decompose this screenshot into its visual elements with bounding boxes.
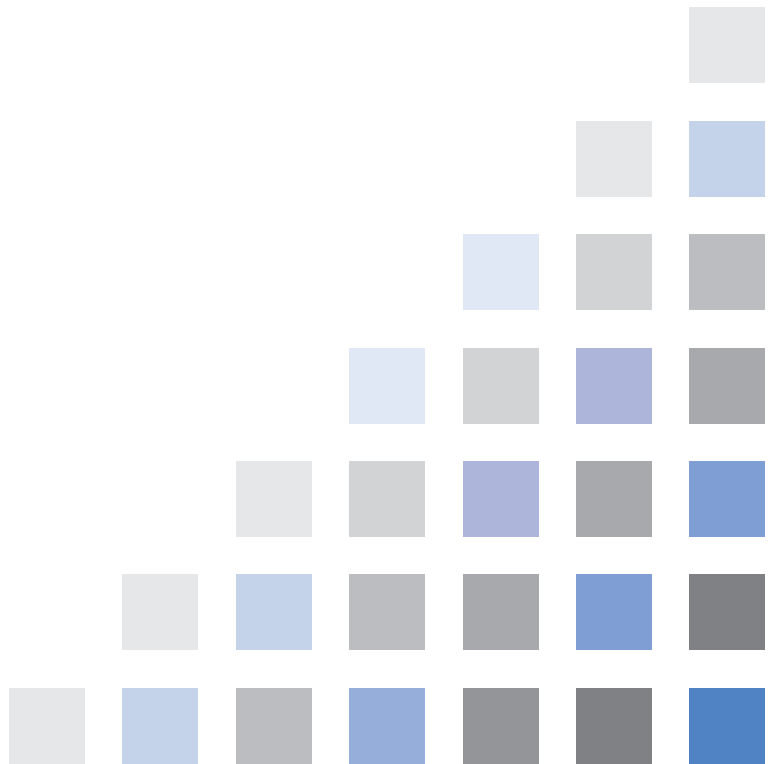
color-tile-light-gray bbox=[122, 574, 198, 650]
color-tile-pale-blue bbox=[463, 234, 539, 310]
color-tile-cornflower bbox=[576, 574, 652, 650]
color-tile-steel-blue bbox=[689, 688, 765, 764]
color-tile-light-gray bbox=[236, 461, 312, 537]
color-tile-charcoal-gray bbox=[689, 574, 765, 650]
color-tile-lavender bbox=[463, 461, 539, 537]
color-tile-gray bbox=[349, 574, 425, 650]
color-tile-dark-silver bbox=[463, 574, 539, 650]
color-tile-lavender bbox=[576, 348, 652, 424]
color-tile-dark-silver bbox=[576, 461, 652, 537]
color-tile-gray bbox=[689, 234, 765, 310]
color-tile-light-gray bbox=[689, 7, 765, 83]
color-tile-silver bbox=[576, 234, 652, 310]
color-tile-silver bbox=[349, 461, 425, 537]
color-tile-cornflower bbox=[689, 461, 765, 537]
color-tile-light-blue bbox=[122, 688, 198, 764]
color-tile-slate-gray bbox=[463, 688, 539, 764]
color-tile-pale-blue bbox=[349, 348, 425, 424]
color-tile-dark-silver bbox=[689, 348, 765, 424]
color-tile-charcoal-gray bbox=[576, 688, 652, 764]
color-tile-light-blue bbox=[689, 121, 765, 197]
color-tile-light-gray bbox=[9, 688, 85, 764]
color-tile-gray bbox=[236, 688, 312, 764]
color-tile-light-gray bbox=[576, 121, 652, 197]
color-tile-light-blue bbox=[236, 574, 312, 650]
color-tile-silver bbox=[463, 348, 539, 424]
color-tile-periwinkle bbox=[349, 688, 425, 764]
